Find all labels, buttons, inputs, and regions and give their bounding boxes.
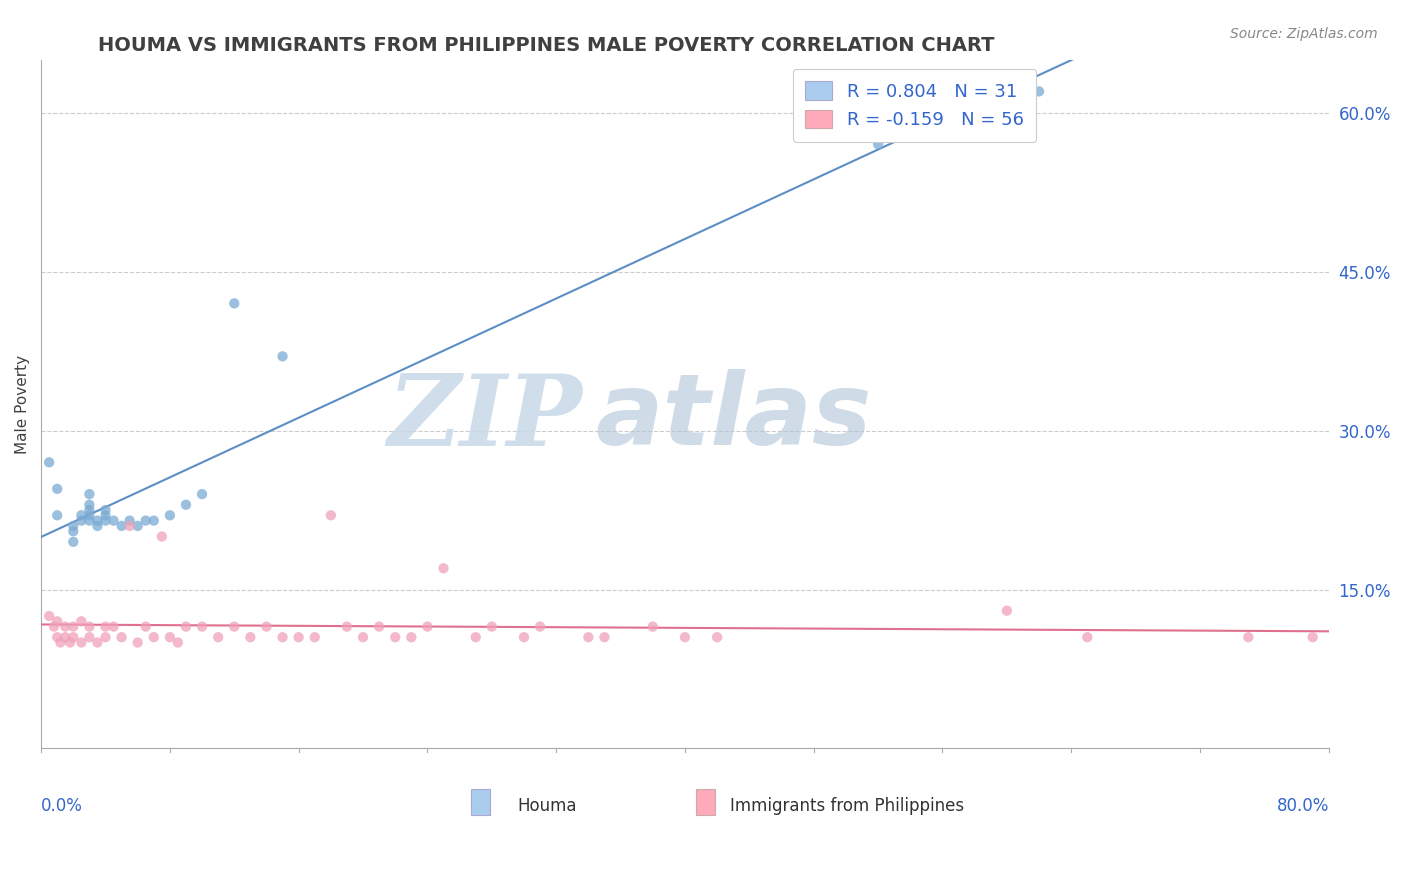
- Point: [368, 619, 391, 633]
- Point: [110, 630, 132, 644]
- Point: [135, 619, 157, 633]
- Point: [995, 604, 1018, 618]
- Point: [53, 619, 76, 633]
- Point: [86, 519, 108, 533]
- Point: [86, 635, 108, 649]
- Text: 0.0%: 0.0%: [41, 797, 83, 814]
- Point: [529, 619, 551, 633]
- Point: [224, 619, 246, 633]
- Point: [641, 619, 664, 633]
- Point: [79, 498, 101, 512]
- Point: [868, 137, 890, 152]
- Point: [70, 615, 93, 629]
- Point: [416, 619, 439, 633]
- Point: [271, 630, 294, 644]
- Point: [159, 508, 181, 523]
- Point: [239, 630, 262, 644]
- Point: [46, 630, 69, 644]
- Point: [53, 630, 76, 644]
- Point: [38, 609, 60, 624]
- Point: [94, 508, 117, 523]
- Legend: R = 0.804   N = 31, R = -0.159   N = 56: R = 0.804 N = 31, R = -0.159 N = 56: [793, 69, 1036, 142]
- Point: [352, 630, 374, 644]
- Point: [46, 615, 69, 629]
- Point: [38, 455, 60, 469]
- Point: [207, 630, 229, 644]
- Text: Immigrants from Philippines: Immigrants from Philippines: [730, 797, 965, 814]
- Point: [62, 519, 84, 533]
- Point: [62, 524, 84, 539]
- Point: [62, 630, 84, 644]
- Point: [103, 514, 125, 528]
- Point: [464, 630, 486, 644]
- Point: [150, 529, 173, 543]
- Point: [62, 619, 84, 633]
- Point: [49, 635, 72, 649]
- Text: ZIP: ZIP: [387, 369, 582, 466]
- Point: [174, 619, 197, 633]
- Point: [319, 508, 342, 523]
- Point: [304, 630, 326, 644]
- Point: [1028, 84, 1050, 98]
- Point: [86, 514, 108, 528]
- Text: 80.0%: 80.0%: [1277, 797, 1329, 814]
- Point: [401, 630, 423, 644]
- Point: [1076, 630, 1098, 644]
- Point: [513, 630, 536, 644]
- Point: [59, 635, 82, 649]
- Point: [46, 508, 69, 523]
- Point: [94, 514, 117, 528]
- Point: [42, 619, 65, 633]
- Point: [481, 619, 503, 633]
- Point: [118, 519, 141, 533]
- Point: [256, 619, 278, 633]
- Point: [79, 514, 101, 528]
- Point: [167, 635, 190, 649]
- Y-axis label: Male Poverty: Male Poverty: [15, 354, 30, 454]
- Point: [593, 630, 616, 644]
- Point: [191, 619, 214, 633]
- Point: [142, 630, 165, 644]
- Point: [673, 630, 696, 644]
- Point: [46, 482, 69, 496]
- Point: [1237, 630, 1260, 644]
- Point: [79, 619, 101, 633]
- Point: [94, 619, 117, 633]
- Point: [174, 498, 197, 512]
- Point: [271, 349, 294, 363]
- Point: [79, 487, 101, 501]
- Point: [94, 503, 117, 517]
- Point: [79, 630, 101, 644]
- Point: [135, 514, 157, 528]
- Point: [159, 630, 181, 644]
- Point: [287, 630, 309, 644]
- Point: [127, 519, 149, 533]
- Point: [127, 635, 149, 649]
- Point: [94, 630, 117, 644]
- Point: [79, 508, 101, 523]
- Point: [110, 519, 132, 533]
- Point: [118, 514, 141, 528]
- Point: [1302, 630, 1324, 644]
- Point: [224, 296, 246, 310]
- Point: [103, 619, 125, 633]
- Point: [384, 630, 406, 644]
- Point: [70, 514, 93, 528]
- Point: [336, 619, 359, 633]
- Point: [70, 635, 93, 649]
- Text: Houma: Houma: [517, 797, 576, 814]
- Text: HOUMA VS IMMIGRANTS FROM PHILIPPINES MALE POVERTY CORRELATION CHART: HOUMA VS IMMIGRANTS FROM PHILIPPINES MAL…: [98, 36, 995, 54]
- Text: Source: ZipAtlas.com: Source: ZipAtlas.com: [1230, 27, 1378, 41]
- Point: [62, 534, 84, 549]
- Point: [79, 503, 101, 517]
- Point: [706, 630, 728, 644]
- Point: [142, 514, 165, 528]
- Point: [70, 508, 93, 523]
- Point: [191, 487, 214, 501]
- Point: [432, 561, 454, 575]
- Text: atlas: atlas: [595, 369, 872, 467]
- Point: [576, 630, 599, 644]
